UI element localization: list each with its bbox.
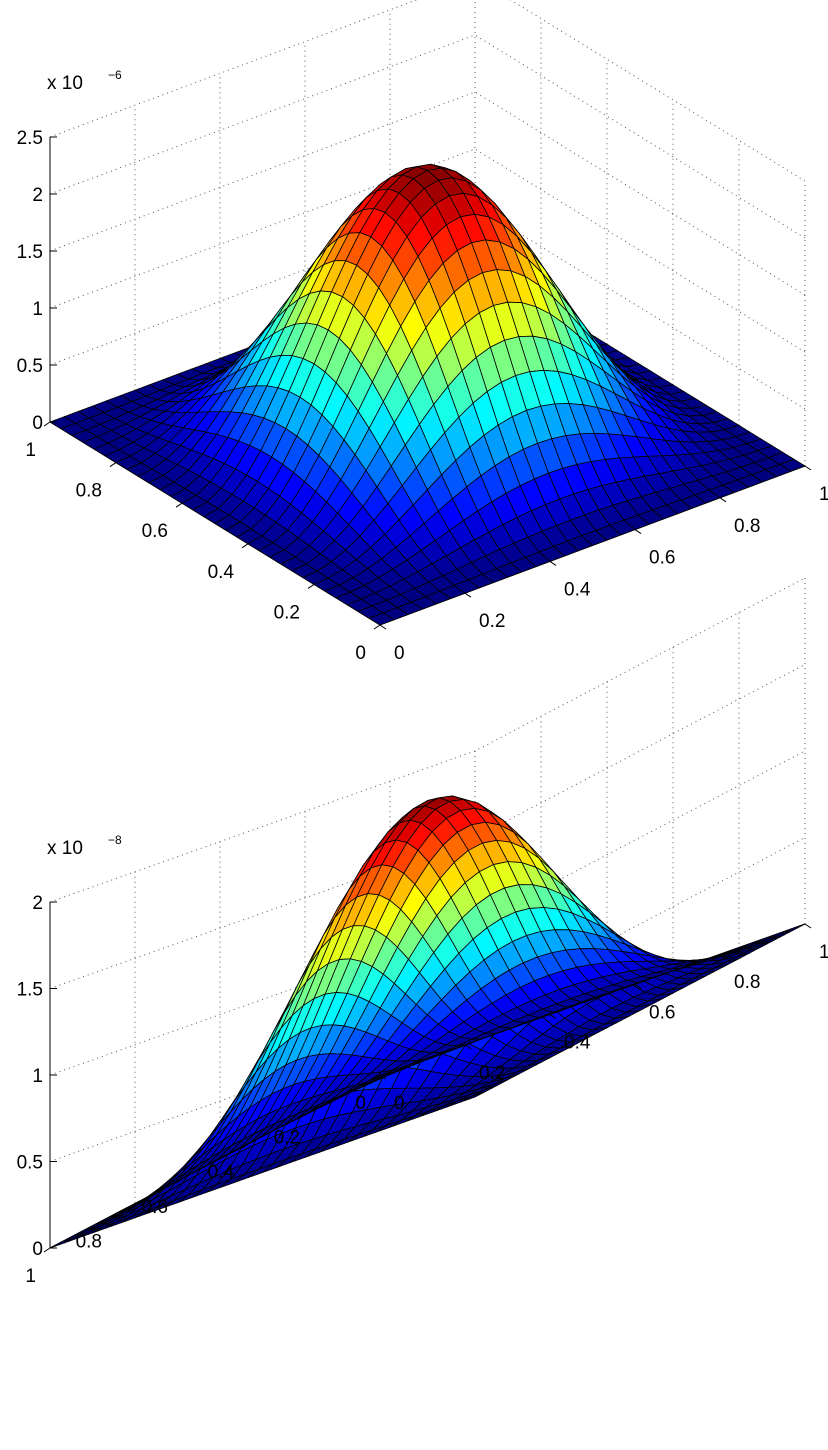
x-tick-label: 0.2 [479, 1063, 505, 1084]
y-tick-mark [373, 1074, 381, 1080]
z-exponent-label: x 10 [47, 73, 83, 94]
grid-line [49, 750, 806, 1076]
x-tick-label: 0.8 [734, 972, 760, 993]
x-tick-label: 1 [819, 942, 828, 963]
z-tick-label: 2 [32, 185, 43, 206]
y-tick-label: 0.2 [274, 1128, 300, 1149]
grid-line [49, 577, 806, 903]
z-tick-label: 0.5 [17, 1153, 43, 1174]
x-tick-mark [634, 983, 642, 989]
y-tick-mark [307, 1109, 315, 1115]
z-tick-label: 0.5 [17, 356, 43, 377]
x-tick-mark [549, 1014, 557, 1020]
surface [49, 163, 806, 626]
grid-line [49, 837, 806, 1162]
x-tick-mark [549, 560, 557, 566]
y-tick-mark [241, 1143, 249, 1149]
z-tick-label: 1.5 [17, 242, 43, 263]
y-tick-mark [43, 1247, 51, 1253]
z-tick-label: 2 [32, 893, 43, 914]
x-tick-mark [634, 529, 642, 535]
z-tick-label: 0 [32, 1239, 43, 1260]
y-tick-label: 0 [355, 1093, 366, 1114]
x-tick-mark [804, 465, 812, 471]
x-tick-mark [719, 953, 727, 959]
z-exponent-power: −8 [108, 833, 122, 847]
x-tick-mark [719, 497, 727, 503]
y-tick-label: 0 [355, 643, 366, 664]
z-tick-label: 1.5 [17, 980, 43, 1001]
x-tick-label: 0 [394, 1093, 405, 1114]
z-tick-label: 2.5 [17, 128, 43, 149]
x-tick-mark [379, 624, 387, 630]
tick-labels: 0 0.2 0.4 0.6 0.8 1 0 0.2 0.4 0.6 0.8 1 0 0.5 1 1.5 2 [17, 893, 828, 1287]
tick-labels: 0 0.2 0.4 0.6 0.8 1 0 0.2 0.4 0.6 0.8 1 0 0.5 1 1.5 2 2.5 [17, 128, 828, 664]
z-tick-label: 0 [32, 413, 43, 434]
x-tick-label: 0.6 [649, 1002, 675, 1023]
x-tick-mark [379, 1074, 387, 1080]
surface [49, 795, 806, 1249]
y-tick-label: 0.6 [142, 521, 168, 542]
z-tick-label: 1 [32, 299, 43, 320]
z-exponent-label: x 10 [47, 838, 83, 859]
surface-facet [368, 612, 395, 626]
x-tick-label: 0.4 [564, 579, 591, 600]
x-tick-label: 0 [394, 643, 405, 664]
z-exponent-power: −6 [108, 68, 122, 82]
y-tick-label: 0.2 [274, 602, 300, 623]
y-tick-mark [109, 1212, 117, 1218]
x-tick-label: 1 [819, 484, 828, 505]
y-tick-mark [109, 462, 117, 468]
y-tick-label: 0.8 [76, 1231, 102, 1252]
y-tick-mark [373, 624, 381, 630]
y-tick-label: 0.4 [208, 1162, 235, 1183]
grid-line [49, 0, 806, 182]
surface-plot-1: 0 0.2 0.4 0.6 0.8 1 0 0.2 0.4 0.6 0.8 1 0 0.5 1 1.5 2 2.5… [17, 0, 828, 664]
y-tick-mark [307, 583, 315, 589]
y-tick-mark [175, 502, 183, 508]
x-tick-label: 0.6 [649, 548, 675, 569]
surface-plot-2: 0 0.2 0.4 0.6 0.8 1 0 0.2 0.4 0.6 0.8 1 0 0.5 1 1.5 2 x 1… [17, 577, 828, 1287]
y-tick-label: 0.4 [208, 562, 235, 583]
y-tick-mark [175, 1178, 183, 1184]
x-tick-label: 0.2 [479, 611, 505, 632]
y-tick-mark [43, 421, 51, 427]
x-tick-mark [464, 1044, 472, 1050]
y-tick-label: 0.6 [142, 1197, 168, 1218]
y-tick-mark [241, 543, 249, 549]
x-tick-label: 0.8 [734, 516, 760, 537]
x-tick-mark [464, 592, 472, 598]
y-tick-label: 1 [25, 1266, 36, 1287]
grid-line [49, 664, 806, 989]
z-tick-label: 1 [32, 1066, 43, 1087]
x-tick-mark [804, 923, 812, 929]
x-tick-label: 0.4 [564, 1033, 591, 1054]
y-tick-label: 0.8 [76, 481, 102, 502]
y-tick-label: 1 [25, 440, 36, 461]
